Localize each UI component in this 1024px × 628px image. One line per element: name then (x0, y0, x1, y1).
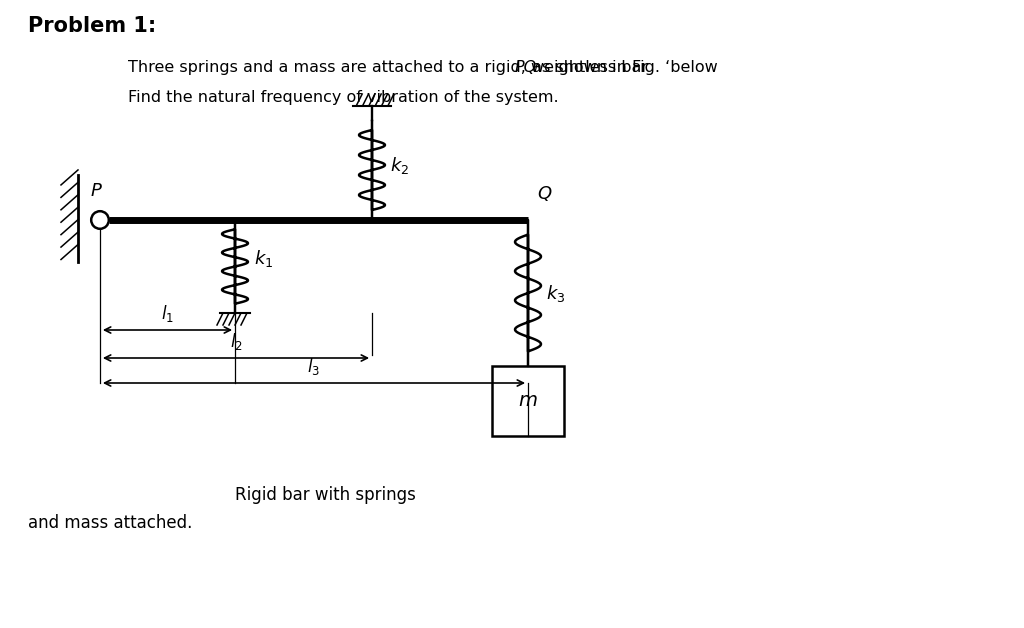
Text: Three springs and a mass are attached to a rigid, weightless bar: Three springs and a mass are attached to… (128, 60, 653, 75)
Bar (492, 366, 564, 436)
Text: as shown in Fig. ‘below: as shown in Fig. ‘below (526, 60, 718, 75)
Text: $k_1$: $k_1$ (254, 248, 273, 269)
Text: Q: Q (537, 185, 551, 203)
Text: $m$: $m$ (518, 391, 538, 411)
Text: P: P (90, 182, 101, 200)
Text: Find the natural frequency of vibration of the system.: Find the natural frequency of vibration … (128, 90, 559, 105)
Text: Problem 1:: Problem 1: (28, 16, 157, 36)
Text: $k_2$: $k_2$ (390, 154, 410, 175)
Text: $k_3$: $k_3$ (546, 283, 565, 303)
Text: PQ: PQ (515, 60, 537, 75)
Text: and mass attached.: and mass attached. (28, 514, 193, 532)
Text: $l_3$: $l_3$ (307, 356, 321, 377)
Text: Rigid bar with springs: Rigid bar with springs (234, 486, 416, 504)
Text: $l_2$: $l_2$ (229, 331, 243, 352)
Text: $l_1$: $l_1$ (161, 303, 174, 324)
